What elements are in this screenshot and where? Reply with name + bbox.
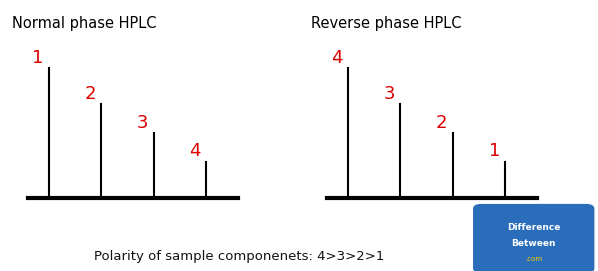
Text: 3: 3 [383,85,395,103]
Text: 1: 1 [489,143,500,160]
FancyBboxPatch shape [473,204,594,271]
Text: 3: 3 [137,114,148,132]
Text: Difference: Difference [507,223,560,232]
Text: 4: 4 [190,143,201,160]
Text: Reverse phase HPLC: Reverse phase HPLC [311,16,462,31]
Text: 1: 1 [32,49,44,67]
Text: 4: 4 [331,49,343,67]
Text: 2: 2 [84,85,96,103]
Text: Normal phase HPLC: Normal phase HPLC [12,16,157,31]
Text: .com: .com [525,256,542,262]
Text: 2: 2 [436,114,447,132]
Text: Between: Between [511,239,556,248]
Text: Polarity of sample componenets: 4>3>2>1: Polarity of sample componenets: 4>3>2>1 [94,250,385,263]
